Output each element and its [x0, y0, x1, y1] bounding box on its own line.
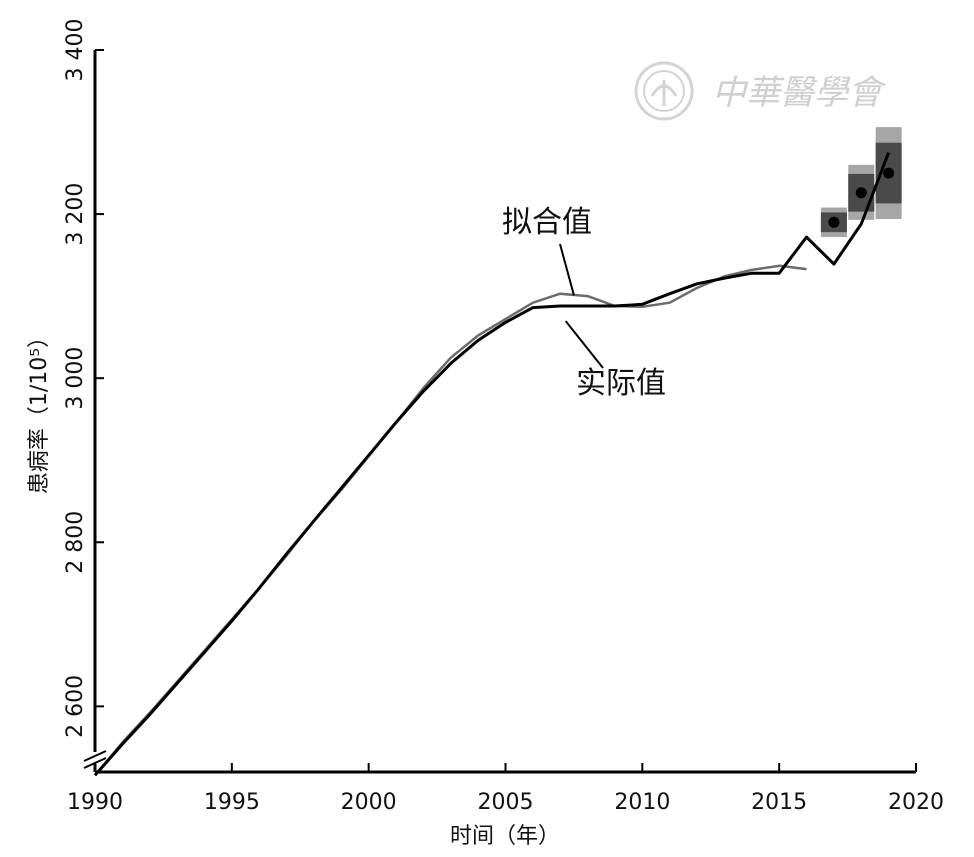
x-axis-title: 时间（年） [450, 824, 560, 849]
actual-annotation: 实际值 [576, 366, 666, 401]
y-tick-label: 2 600 [63, 675, 88, 738]
y-tick-label: 3 000 [63, 347, 88, 410]
forecast-points [828, 167, 895, 228]
x-tick-label: 1990 [67, 790, 123, 815]
fitted-series-line [94, 264, 807, 777]
x-tick-label: 2015 [751, 790, 807, 815]
forecast-point [883, 167, 895, 179]
fitted-annotation: 拟合值 [502, 205, 592, 240]
y-tick-label: 3 200 [63, 183, 88, 246]
y-axis-ticks: 2 600 2 800 3 000 3 200 3 400 [63, 19, 104, 738]
watermark: 中華醫學會 [634, 61, 887, 121]
y-tick-label: 2 800 [63, 511, 88, 574]
x-tick-label: 2005 [478, 790, 534, 815]
x-tick-label: 2020 [888, 790, 944, 815]
watermark-seal-icon [634, 61, 694, 121]
watermark-text: 中華醫學會 [712, 73, 887, 113]
x-tick-label: 2000 [341, 790, 397, 815]
actual-series-line [93, 152, 891, 777]
x-tick-label: 2010 [614, 790, 670, 815]
y-tick-label: 3 400 [63, 19, 88, 82]
y-axis-title: 患病率（1/10⁵） [27, 326, 52, 494]
x-axis-ticks: 1990 1995 2000 2005 2010 2015 2020 [67, 763, 944, 815]
actual-annotation-leader [564, 320, 604, 369]
x-tick-label: 1995 [204, 790, 260, 815]
forecast-point [855, 187, 867, 199]
fitted-annotation-leader [559, 243, 575, 296]
forecast-point [828, 216, 840, 228]
series-lines [93, 152, 891, 777]
